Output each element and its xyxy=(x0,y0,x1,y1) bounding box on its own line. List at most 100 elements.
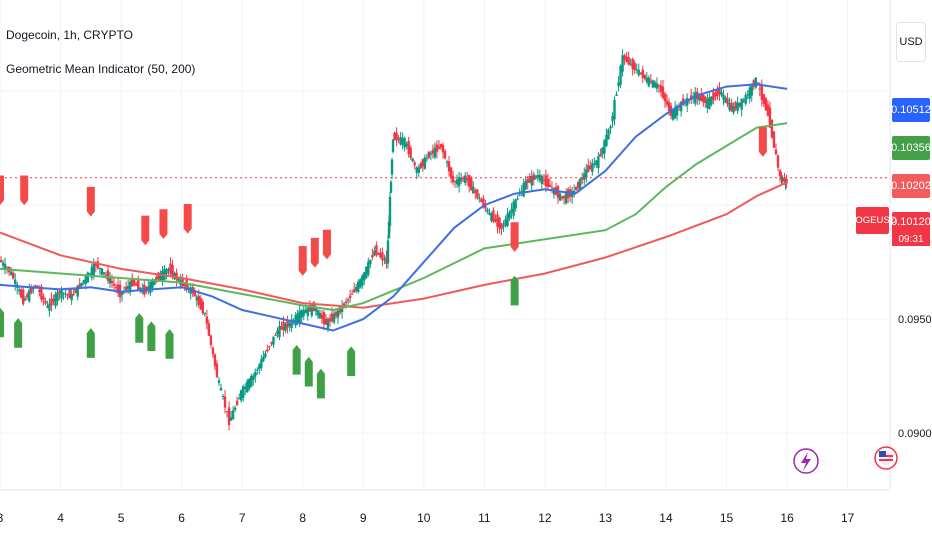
x-tick-label: 6 xyxy=(178,511,185,525)
candle-body xyxy=(44,300,47,304)
candle-body xyxy=(135,283,138,286)
candle-body xyxy=(363,272,366,281)
candle-body xyxy=(155,277,158,280)
currency-button[interactable]: USD xyxy=(896,22,926,62)
candle-body xyxy=(94,263,98,267)
buy-signal-marker xyxy=(347,346,356,377)
buy-signal-marker xyxy=(135,313,144,343)
series-line-50 xyxy=(0,83,788,332)
candle-body xyxy=(308,304,311,312)
candle-body xyxy=(133,280,136,286)
candle-body xyxy=(175,272,178,280)
candle-body xyxy=(405,143,408,147)
symbol-title[interactable]: Dogecoin, 1h, CRYPTO xyxy=(6,28,133,42)
price-tag-blue: 0.10512 xyxy=(891,98,931,122)
candle-body xyxy=(395,132,398,141)
lightning-icon[interactable] xyxy=(793,448,819,474)
flag-icon[interactable] xyxy=(874,446,898,470)
candle-body xyxy=(603,139,606,154)
candle-body xyxy=(13,279,17,285)
candle-body xyxy=(613,99,616,120)
candle-body xyxy=(506,213,509,226)
candle-body xyxy=(254,371,257,377)
candle-body xyxy=(508,211,511,219)
candle-body xyxy=(667,102,671,111)
buy-signal-marker xyxy=(14,318,23,348)
candle-body xyxy=(9,271,13,275)
candle-body xyxy=(453,181,457,183)
candle-body xyxy=(264,353,267,358)
candle-body xyxy=(423,157,427,169)
candle-body xyxy=(637,69,640,76)
candle-body xyxy=(520,190,523,192)
candle-body xyxy=(778,170,782,177)
candle-body xyxy=(199,298,203,310)
candle-body xyxy=(514,199,517,209)
candle-body xyxy=(130,277,134,286)
candle-body xyxy=(5,267,9,269)
candle-body xyxy=(510,209,513,213)
x-tick-label: 13 xyxy=(599,511,613,525)
candle-body xyxy=(550,187,554,189)
indicator-title[interactable]: Geometric Mean Indicator (50, 200) xyxy=(6,62,196,76)
candle-body xyxy=(621,55,624,72)
candle-body xyxy=(231,410,235,420)
candle-body xyxy=(407,140,410,154)
candle-body xyxy=(595,160,598,166)
candle-body xyxy=(330,313,334,322)
candle-body xyxy=(294,315,297,326)
candle-body xyxy=(300,310,303,318)
candle-body xyxy=(147,286,150,291)
candle-body xyxy=(675,105,679,116)
candle-body xyxy=(764,98,768,111)
candle-body xyxy=(104,274,108,276)
candle-body xyxy=(357,281,360,292)
x-tick-label: 14 xyxy=(659,511,673,525)
candle-body xyxy=(282,321,285,331)
candle-body xyxy=(157,272,160,280)
candle-body xyxy=(70,293,73,301)
candle-body xyxy=(399,137,402,145)
candle-body xyxy=(151,280,154,289)
candle-body xyxy=(694,92,697,104)
candle-body xyxy=(252,375,255,380)
candle-body xyxy=(425,158,429,160)
candle-body xyxy=(310,305,314,316)
candle-body xyxy=(706,99,709,109)
candle-body xyxy=(700,94,703,102)
candle-body xyxy=(108,278,112,284)
candle-body xyxy=(712,92,715,101)
candle-body xyxy=(86,272,89,283)
candle-body xyxy=(225,410,229,412)
signal-markers xyxy=(0,127,767,399)
candle-body xyxy=(373,250,376,256)
candle-body xyxy=(738,102,741,107)
candle-body xyxy=(318,312,322,319)
candle-body xyxy=(528,176,531,183)
buy-signal-marker xyxy=(86,328,95,358)
x-tick-label: 4 xyxy=(57,511,64,525)
candle-body xyxy=(470,177,473,191)
candle-body xyxy=(673,107,677,119)
candle-body xyxy=(28,289,31,302)
candle-body xyxy=(276,330,279,335)
candle-body xyxy=(137,279,140,291)
candle-body xyxy=(562,195,566,199)
candle-body xyxy=(306,307,309,316)
candle-body xyxy=(128,281,132,293)
candle-body xyxy=(388,196,392,226)
sell-signal-marker xyxy=(20,175,29,206)
sell-signal-marker xyxy=(322,229,331,260)
candle-body xyxy=(748,87,751,99)
candle-body xyxy=(348,295,352,298)
candle-body xyxy=(38,289,41,292)
candle-body xyxy=(445,161,449,163)
x-tick-label: 15 xyxy=(720,511,734,525)
candle-body xyxy=(22,289,25,305)
candle-body xyxy=(17,289,21,292)
candle-body xyxy=(209,335,213,346)
candle-body xyxy=(344,301,348,303)
sell-signal-marker xyxy=(86,186,95,217)
candle-body xyxy=(502,225,505,227)
